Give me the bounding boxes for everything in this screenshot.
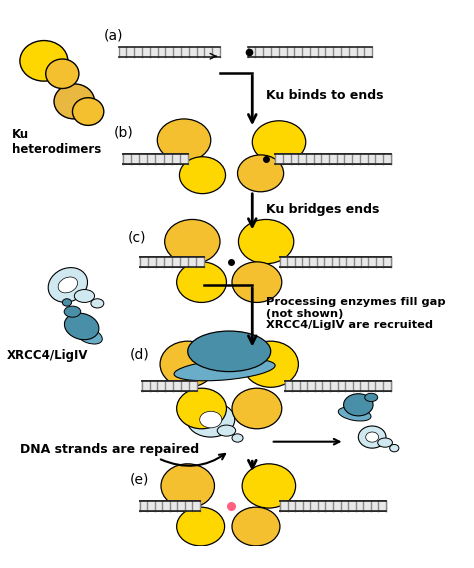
Ellipse shape [232, 434, 243, 442]
Ellipse shape [232, 262, 282, 302]
Text: DNA strands are repaired: DNA strands are repaired [20, 442, 199, 456]
Bar [284, 381, 391, 391]
Bar [140, 501, 200, 511]
Bar [275, 153, 391, 164]
Ellipse shape [174, 359, 275, 381]
Bar [280, 257, 391, 267]
Ellipse shape [164, 219, 220, 264]
Ellipse shape [243, 341, 299, 387]
Bar [280, 501, 386, 511]
Bar [142, 381, 197, 391]
Ellipse shape [366, 432, 379, 442]
Bar [142, 381, 197, 391]
Bar [140, 257, 204, 267]
Ellipse shape [58, 277, 78, 293]
Ellipse shape [232, 507, 280, 546]
Bar [248, 47, 372, 57]
Ellipse shape [232, 388, 282, 429]
Text: (b): (b) [113, 126, 133, 140]
Text: Ku
heterodimers: Ku heterodimers [12, 128, 101, 156]
Ellipse shape [74, 290, 95, 302]
Text: Processing enzymes fill gap
(not shown)
XRCC4/LigIV are recruited: Processing enzymes fill gap (not shown) … [266, 297, 446, 330]
Ellipse shape [73, 98, 104, 126]
Bar [280, 257, 391, 267]
Ellipse shape [237, 155, 283, 192]
Ellipse shape [20, 40, 68, 81]
Ellipse shape [365, 393, 378, 402]
Ellipse shape [390, 444, 399, 452]
Text: XRCC4/LigIV: XRCC4/LigIV [7, 349, 88, 362]
Text: (d): (d) [130, 347, 150, 361]
Ellipse shape [161, 464, 214, 508]
Ellipse shape [62, 299, 72, 306]
Ellipse shape [358, 426, 386, 448]
Text: (e): (e) [130, 473, 149, 487]
Ellipse shape [187, 402, 235, 437]
Ellipse shape [338, 407, 371, 421]
Ellipse shape [177, 388, 227, 429]
Ellipse shape [48, 268, 88, 302]
Ellipse shape [46, 59, 79, 89]
Ellipse shape [177, 262, 227, 302]
Ellipse shape [344, 394, 373, 416]
Ellipse shape [91, 299, 104, 308]
Ellipse shape [188, 331, 271, 371]
Bar [140, 501, 200, 511]
Bar [123, 153, 188, 164]
Ellipse shape [157, 119, 211, 161]
Ellipse shape [180, 157, 226, 194]
Bar [118, 47, 220, 57]
Ellipse shape [378, 438, 392, 447]
Ellipse shape [160, 341, 215, 387]
Text: Ku binds to ends: Ku binds to ends [266, 89, 383, 102]
Ellipse shape [217, 425, 236, 436]
Ellipse shape [242, 464, 296, 508]
Ellipse shape [64, 313, 99, 340]
Bar [284, 381, 391, 391]
Bar [140, 257, 204, 267]
Ellipse shape [252, 121, 306, 163]
Ellipse shape [200, 411, 222, 428]
Ellipse shape [177, 507, 225, 546]
Ellipse shape [76, 327, 102, 344]
Ellipse shape [54, 84, 95, 119]
Text: Ku bridges ends: Ku bridges ends [266, 203, 380, 216]
Ellipse shape [64, 306, 81, 317]
Bar [275, 153, 391, 164]
Bar [123, 153, 188, 164]
Text: (a): (a) [104, 28, 124, 42]
Bar [280, 501, 386, 511]
Ellipse shape [238, 219, 294, 264]
Text: (c): (c) [128, 231, 146, 245]
